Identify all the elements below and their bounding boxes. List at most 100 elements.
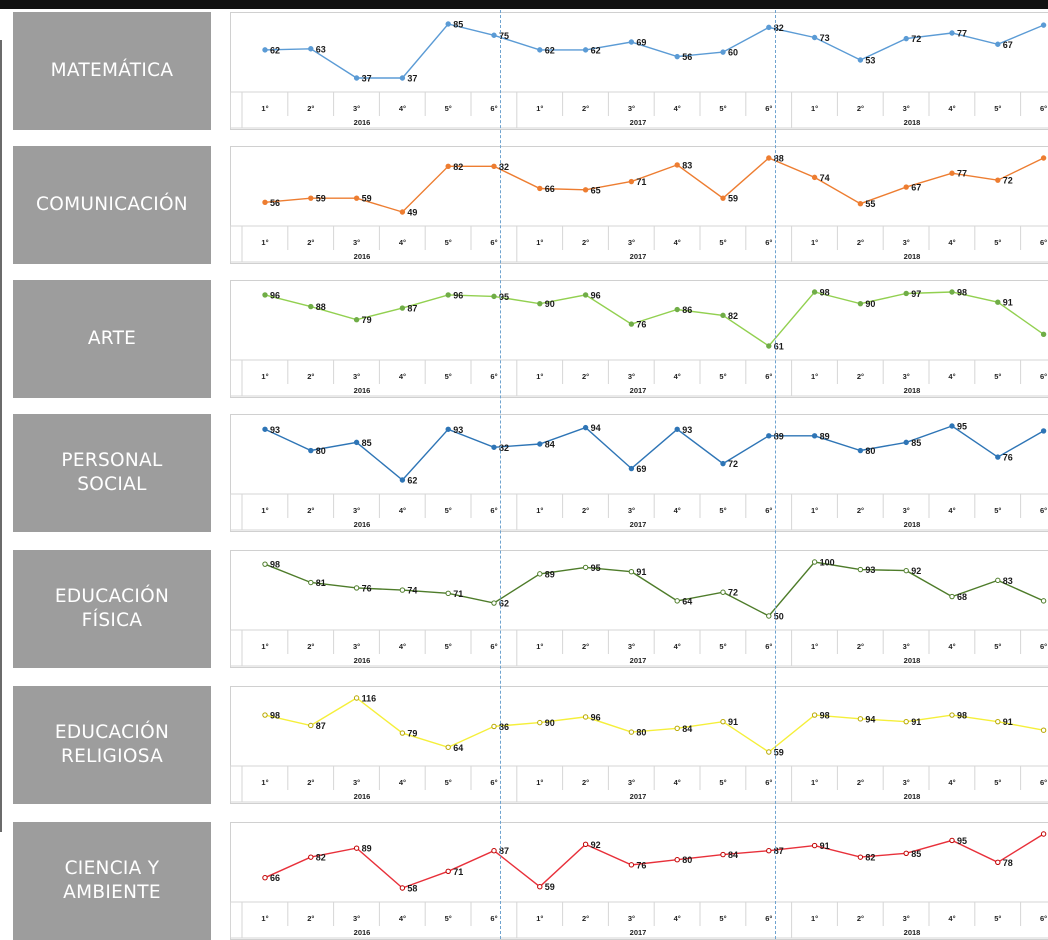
- year-group-label: 2016: [354, 928, 371, 937]
- data-point: [492, 33, 496, 37]
- data-point: [812, 713, 816, 717]
- data-point: [309, 723, 313, 727]
- data-point: [629, 179, 633, 183]
- category-tick-label: 3°: [628, 372, 635, 381]
- data-label: 56: [682, 52, 692, 62]
- data-point: [400, 306, 404, 310]
- data-point: [1041, 832, 1045, 836]
- category-tick-label: 3°: [903, 506, 910, 515]
- category-tick-label: 3°: [903, 372, 910, 381]
- data-point: [583, 842, 587, 846]
- data-point: [538, 442, 542, 446]
- category-tick-label: 1°: [261, 914, 268, 923]
- data-label: 66: [545, 184, 555, 194]
- category-tick-label: 4°: [674, 642, 681, 651]
- category-tick-label: 1°: [261, 778, 268, 787]
- data-point: [675, 427, 679, 431]
- category-tick-label: 6°: [490, 372, 497, 381]
- category-tick-label: 5°: [994, 914, 1001, 923]
- data-point: [950, 713, 954, 717]
- data-point: [263, 876, 267, 880]
- category-tick-label: 3°: [903, 238, 910, 247]
- data-label: 85: [911, 849, 921, 859]
- data-point: [263, 200, 267, 204]
- category-tick-label: 6°: [1040, 506, 1047, 515]
- subject-label-box: MATEMÁTICA: [13, 12, 211, 130]
- category-tick-label: 5°: [445, 104, 452, 113]
- data-point: [721, 313, 725, 317]
- data-label: 80: [316, 446, 326, 456]
- data-point: [446, 591, 450, 595]
- subject-label: PERSONAL SOCIAL: [61, 449, 162, 498]
- line-chart: 1°2°3°4°5°6°1°2°3°4°5°6°1°2°3°4°5°6°2016…: [230, 12, 1048, 130]
- category-tick-label: 1°: [261, 506, 268, 515]
- category-tick-label: 3°: [628, 104, 635, 113]
- data-label: 87: [316, 721, 326, 731]
- data-label: 94: [591, 423, 601, 433]
- data-label: 98: [957, 711, 967, 721]
- category-tick-label: 6°: [1040, 778, 1047, 787]
- category-tick-label: 5°: [994, 104, 1001, 113]
- year-group-label: 2016: [354, 118, 371, 127]
- data-point: [400, 478, 404, 482]
- data-label: 96: [591, 290, 601, 300]
- data-point: [904, 440, 908, 444]
- data-point: [996, 719, 1000, 723]
- data-point: [309, 304, 313, 308]
- data-label: 98: [957, 288, 967, 298]
- year-group-label: 2018: [904, 656, 921, 665]
- data-point: [446, 427, 450, 431]
- data-point: [446, 164, 450, 168]
- data-point: [675, 599, 679, 603]
- data-point: [492, 445, 496, 449]
- data-point: [1041, 332, 1045, 336]
- data-label: 91: [1003, 298, 1013, 308]
- data-label: 64: [453, 743, 463, 753]
- data-point: [858, 567, 862, 571]
- category-tick-label: 1°: [536, 104, 543, 113]
- data-point: [950, 594, 954, 598]
- data-point: [904, 851, 908, 855]
- subject-label: COMUNICACIÓN: [36, 193, 188, 217]
- data-label: 71: [453, 589, 463, 599]
- data-label: 64: [682, 596, 692, 606]
- data-label: 82: [728, 311, 738, 321]
- subject-label-box: ARTE: [13, 280, 211, 398]
- data-point: [263, 713, 267, 717]
- data-point: [858, 855, 862, 859]
- data-label: 82: [316, 853, 326, 863]
- category-tick-label: 4°: [674, 238, 681, 247]
- category-tick-label: 1°: [811, 104, 818, 113]
- category-tick-label: 1°: [811, 914, 818, 923]
- data-point: [675, 307, 679, 311]
- data-point: [629, 863, 633, 867]
- category-tick-label: 6°: [765, 914, 772, 923]
- category-tick-label: 5°: [445, 642, 452, 651]
- data-label: 93: [682, 425, 692, 435]
- data-point: [675, 54, 679, 58]
- subject-label-box: PERSONAL SOCIAL: [13, 414, 211, 532]
- data-label: 88: [316, 302, 326, 312]
- data-label: 95: [957, 836, 967, 846]
- line-chart: 1°2°3°4°5°6°1°2°3°4°5°6°1°2°3°4°5°6°2016…: [230, 146, 1048, 264]
- category-tick-label: 1°: [811, 372, 818, 381]
- data-point: [354, 440, 358, 444]
- category-tick-label: 2°: [307, 372, 314, 381]
- line-chart: 1°2°3°4°5°6°1°2°3°4°5°6°1°2°3°4°5°6°2016…: [230, 550, 1048, 668]
- data-point: [309, 448, 313, 452]
- data-label: 76: [636, 860, 646, 870]
- category-tick-label: 2°: [582, 778, 589, 787]
- year-group-label: 2018: [904, 928, 921, 937]
- data-label: 95: [957, 422, 967, 432]
- data-point: [446, 745, 450, 749]
- data-label: 72: [911, 34, 921, 44]
- data-label: 76: [636, 320, 646, 330]
- data-label: 91: [1003, 717, 1013, 727]
- category-tick-label: 6°: [765, 778, 772, 787]
- data-point: [538, 301, 542, 305]
- category-tick-label: 6°: [1040, 642, 1047, 651]
- data-label: 87: [407, 304, 417, 314]
